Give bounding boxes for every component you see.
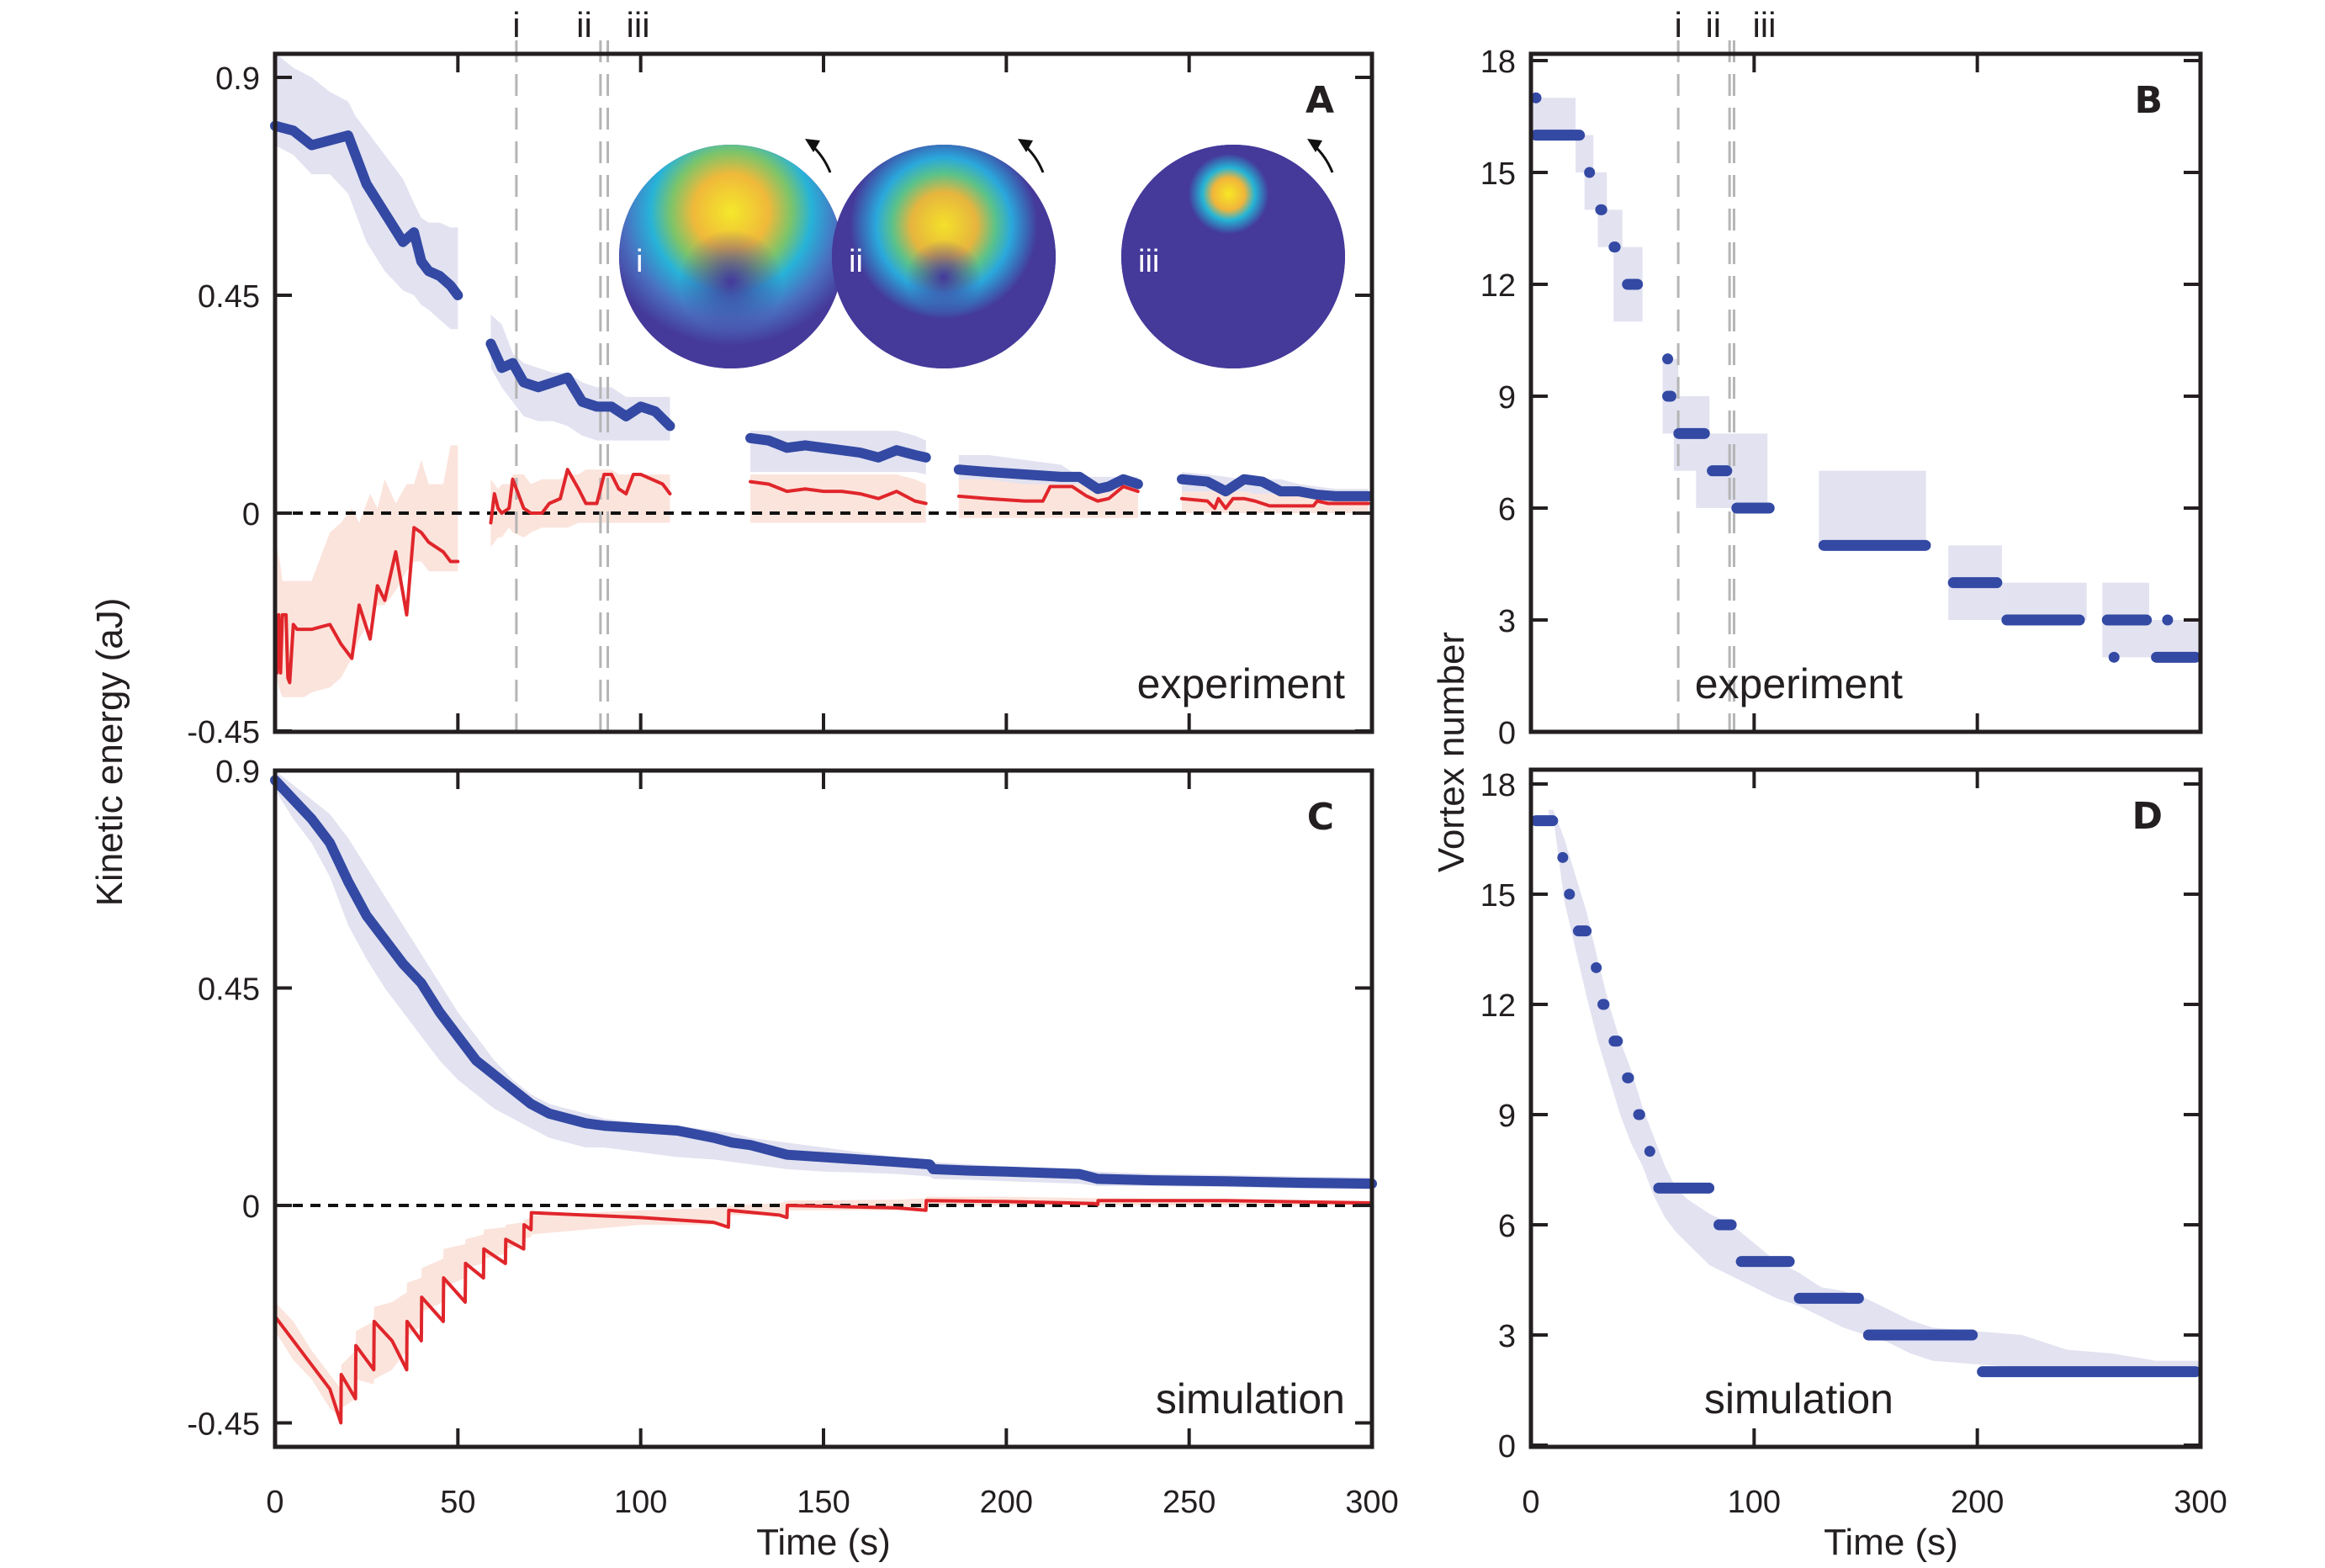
y-tick-label: -0.45: [187, 1407, 260, 1443]
y-tick-label: 0.9: [215, 61, 260, 97]
x-tick-label: 0: [1522, 1485, 1539, 1520]
y-tick-label: 0.9: [215, 755, 260, 790]
panel-D-annotation: simulation: [1704, 1375, 1893, 1422]
y-tick-label: 0.45: [198, 279, 260, 315]
y-tick-label: 15: [1480, 156, 1516, 192]
panel-B-annotation: experiment: [1695, 660, 1903, 707]
panel-B-band-block: [1819, 470, 1926, 546]
panel-D-axes: [1528, 767, 2203, 1449]
y-tick-label: 12: [1480, 988, 1516, 1024]
panel-A-energy-difference-line: [275, 526, 460, 685]
panel-A-energy-difference-line: [749, 479, 928, 506]
rotation-arrow-icon: [805, 139, 832, 173]
panel-letter-B: B: [2134, 79, 2163, 122]
x-tick-label: 150: [797, 1485, 850, 1520]
panel-D-band: [1549, 809, 2201, 1376]
density-blob: [1121, 145, 1345, 368]
panel-C-annotation: simulation: [1156, 1375, 1345, 1422]
panel-C-kinetic-energy-line: [270, 775, 1377, 1189]
panel-A-annotation: experiment: [1137, 660, 1345, 707]
panel-A-energy-difference-line: [1179, 496, 1370, 511]
panel-A-blue-band-segment: [490, 315, 670, 441]
y-tick-label: 6: [1498, 1209, 1516, 1244]
panel-B-band-block: [1576, 135, 1594, 172]
y-axis-title-left: Kinetic energy (aJ): [89, 598, 130, 907]
x-tick-label: 50: [440, 1485, 475, 1520]
x-tick-label: 100: [614, 1485, 667, 1520]
density-core: [906, 240, 982, 315]
marker-label-ii: ii: [576, 5, 592, 45]
panel-letter-A: A: [1305, 79, 1334, 122]
marker-label-i: i: [512, 5, 520, 45]
x-tick-label: 300: [1345, 1485, 1398, 1520]
panel-C-frame: [273, 768, 1374, 1449]
y-tick-label: 3: [1498, 604, 1516, 639]
x-tick-label: 0: [266, 1485, 283, 1520]
panel-A-red-band-segment: [750, 474, 926, 523]
x-tick-label: 200: [1951, 1485, 2004, 1520]
inset-i: i: [619, 139, 843, 368]
y-tick-label: 6: [1498, 492, 1516, 527]
panel-A-energy-difference-line: [489, 468, 672, 525]
inset-label: iii: [1138, 244, 1159, 279]
panel-A-red-band-segment: [277, 445, 458, 697]
panel-B-band-block: [2001, 582, 2087, 620]
y-tick-label: 0: [242, 497, 260, 532]
y-tick-label: 12: [1480, 268, 1516, 304]
panel-C-blue-band-segment: [275, 771, 1372, 1190]
arrow-head: [805, 139, 820, 152]
panel-C-axes: [273, 768, 1374, 1449]
marker-label-iii: iii: [627, 5, 650, 45]
y-tick-label: -0.45: [187, 715, 260, 750]
arrow-head: [1018, 139, 1033, 152]
y-tick-label: 0.45: [198, 972, 260, 1008]
inset-label: i: [636, 244, 643, 279]
panel-A-kinetic-energy-line: [485, 338, 675, 432]
inset-iii: iii: [1121, 139, 1345, 368]
y-tick-label: 0: [242, 1189, 260, 1225]
panel-C-energy-difference-line: [273, 1199, 1374, 1425]
arrow-head: [1307, 139, 1322, 152]
panel-D-frame: [1528, 767, 2203, 1449]
x-tick-label: 200: [980, 1485, 1033, 1520]
panel-A-energy-difference-line: [956, 485, 1140, 503]
marker-label-i: i: [1674, 5, 1682, 45]
panel-B-band-block: [2148, 620, 2201, 658]
x-tick-label: 300: [2174, 1485, 2227, 1520]
inset-ii: ii: [832, 139, 1056, 368]
y-tick-label: 18: [1480, 45, 1516, 80]
density-core: [679, 230, 783, 334]
y-tick-label: 3: [1498, 1319, 1516, 1354]
y-tick-label: 9: [1498, 1099, 1516, 1134]
marker-label-ii: ii: [1705, 5, 1721, 45]
panel-A-kinetic-energy-line: [1176, 474, 1374, 501]
panel-letter-C: C: [1307, 796, 1334, 839]
rotation-arrow-icon: [1018, 139, 1045, 173]
panel-B-frame: [1528, 51, 2203, 734]
panel-A-kinetic-energy-line: [953, 464, 1143, 495]
panel-B-band-block: [1597, 209, 1623, 247]
panel-A-red-band-segment: [490, 469, 670, 548]
rotation-arrow-icon: [1307, 139, 1334, 173]
panel-A-axes: [273, 51, 1374, 734]
y-tick-label: 9: [1498, 380, 1516, 416]
panel-B-band-block: [1531, 98, 1576, 135]
panel-B-axes: [1528, 51, 2203, 734]
y-tick-label: 0: [1498, 1429, 1516, 1465]
inset-label: ii: [849, 244, 863, 279]
x-tick-label: 100: [1728, 1485, 1781, 1520]
panel-A-kinetic-energy-line: [745, 432, 931, 463]
marker-label-iii: iii: [1752, 5, 1776, 45]
x-axis-title-right: Time (s): [1824, 1522, 1958, 1563]
panel-B-band-block: [1584, 172, 1607, 210]
y-tick-label: 0: [1498, 716, 1516, 751]
y-tick-label: 15: [1480, 878, 1516, 914]
panel-A-kinetic-energy-line: [270, 120, 463, 300]
y-tick-label: 18: [1480, 768, 1516, 803]
y-axis-title-right: Vortex number: [1431, 632, 1472, 872]
panel-letter-D: D: [2132, 795, 2163, 838]
x-tick-label: 250: [1162, 1485, 1215, 1520]
x-axis-title-left: Time (s): [756, 1522, 891, 1563]
